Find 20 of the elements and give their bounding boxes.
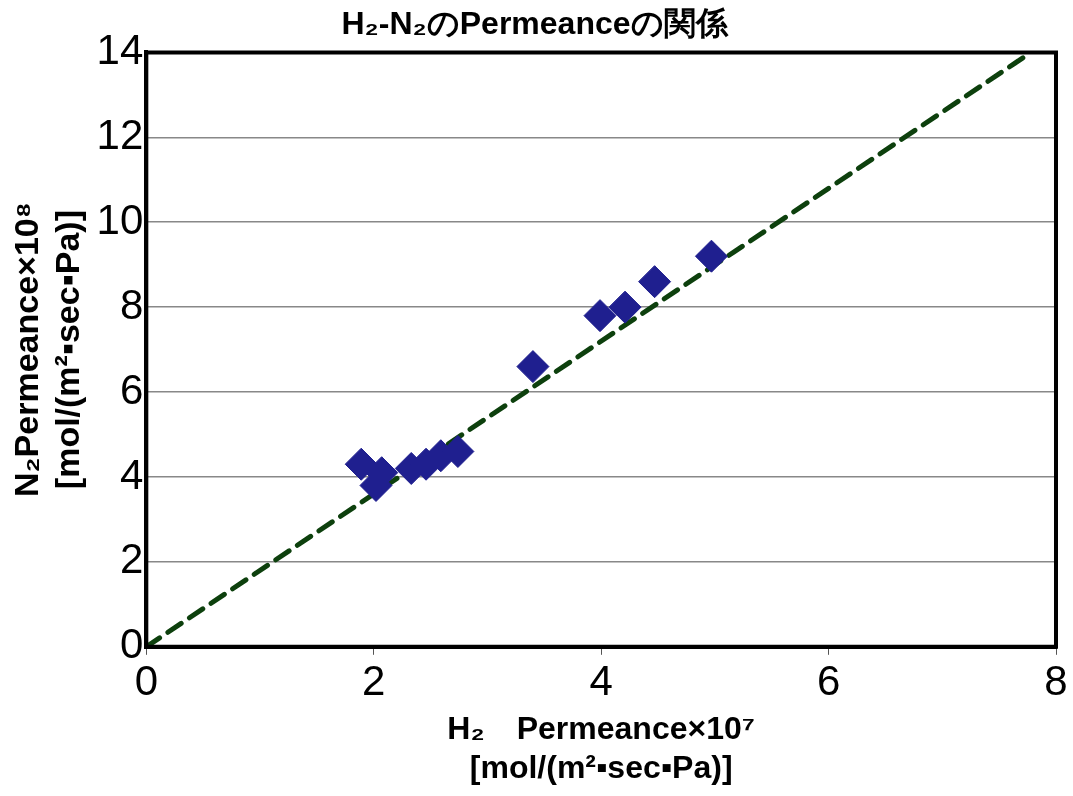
y-axis-title: N₂Permeance×10⁸ [mol/(m²▪sec▪Pa)] (6, 202, 86, 498)
y-tick-label: 2 (119, 535, 144, 583)
point (583, 299, 617, 333)
x-tick-label: 6 (816, 656, 841, 704)
y-tick-label: 8 (119, 280, 144, 328)
y-tick-label: 10 (96, 195, 144, 243)
x-axis-title: H₂ Permeance×10⁷ [mol/(m²▪sec▪Pa)] (447, 710, 755, 785)
point (608, 290, 642, 324)
y-tick-label: 6 (119, 365, 144, 413)
x-tick-label: 2 (362, 656, 386, 704)
point (344, 447, 378, 481)
point (638, 265, 672, 299)
point (516, 350, 550, 384)
x-tick-label: 8 (1044, 656, 1068, 704)
chart-title: H₂-N₂のPermeanceの関係 (341, 5, 729, 42)
y-tick-label: 12 (96, 110, 144, 158)
y-tick-label: 4 (119, 450, 144, 498)
point (694, 239, 728, 273)
y-tick-label: 14 (96, 25, 144, 73)
x-tick-label: 4 (589, 656, 613, 704)
